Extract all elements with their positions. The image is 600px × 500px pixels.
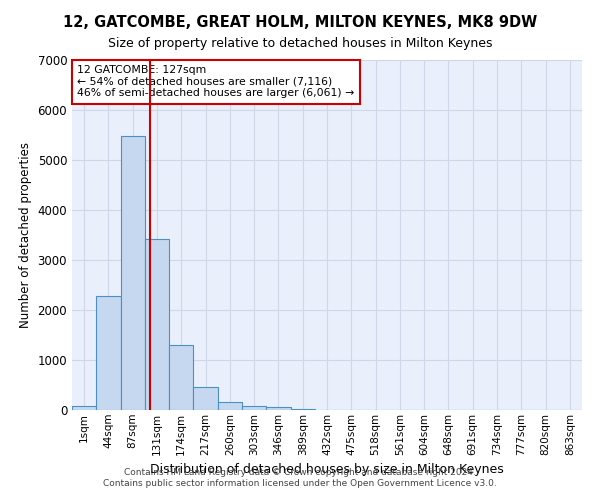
Text: Contains HM Land Registry data © Crown copyright and database right 2024.
Contai: Contains HM Land Registry data © Crown c… [103, 468, 497, 487]
Bar [96, 296, 121, 410]
Bar [145, 238, 169, 410]
Text: 12, GATCOMBE, GREAT HOLM, MILTON KEYNES, MK8 9DW: 12, GATCOMBE, GREAT HOLM, MILTON KEYNES,… [63, 15, 537, 30]
Y-axis label: Number of detached properties: Number of detached properties [19, 142, 32, 328]
Text: Size of property relative to detached houses in Milton Keynes: Size of property relative to detached ho… [108, 38, 492, 51]
Bar [290, 408, 315, 410]
Bar [169, 344, 193, 410]
Bar [242, 406, 266, 410]
Bar [121, 136, 145, 410]
X-axis label: Distribution of detached houses by size in Milton Keynes: Distribution of detached houses by size … [150, 463, 504, 476]
Text: 12 GATCOMBE: 127sqm
← 54% of detached houses are smaller (7,116)
46% of semi-det: 12 GATCOMBE: 127sqm ← 54% of detached ho… [77, 66, 355, 98]
Bar [193, 387, 218, 410]
Bar [218, 402, 242, 410]
Bar [266, 407, 290, 410]
Bar [72, 406, 96, 410]
